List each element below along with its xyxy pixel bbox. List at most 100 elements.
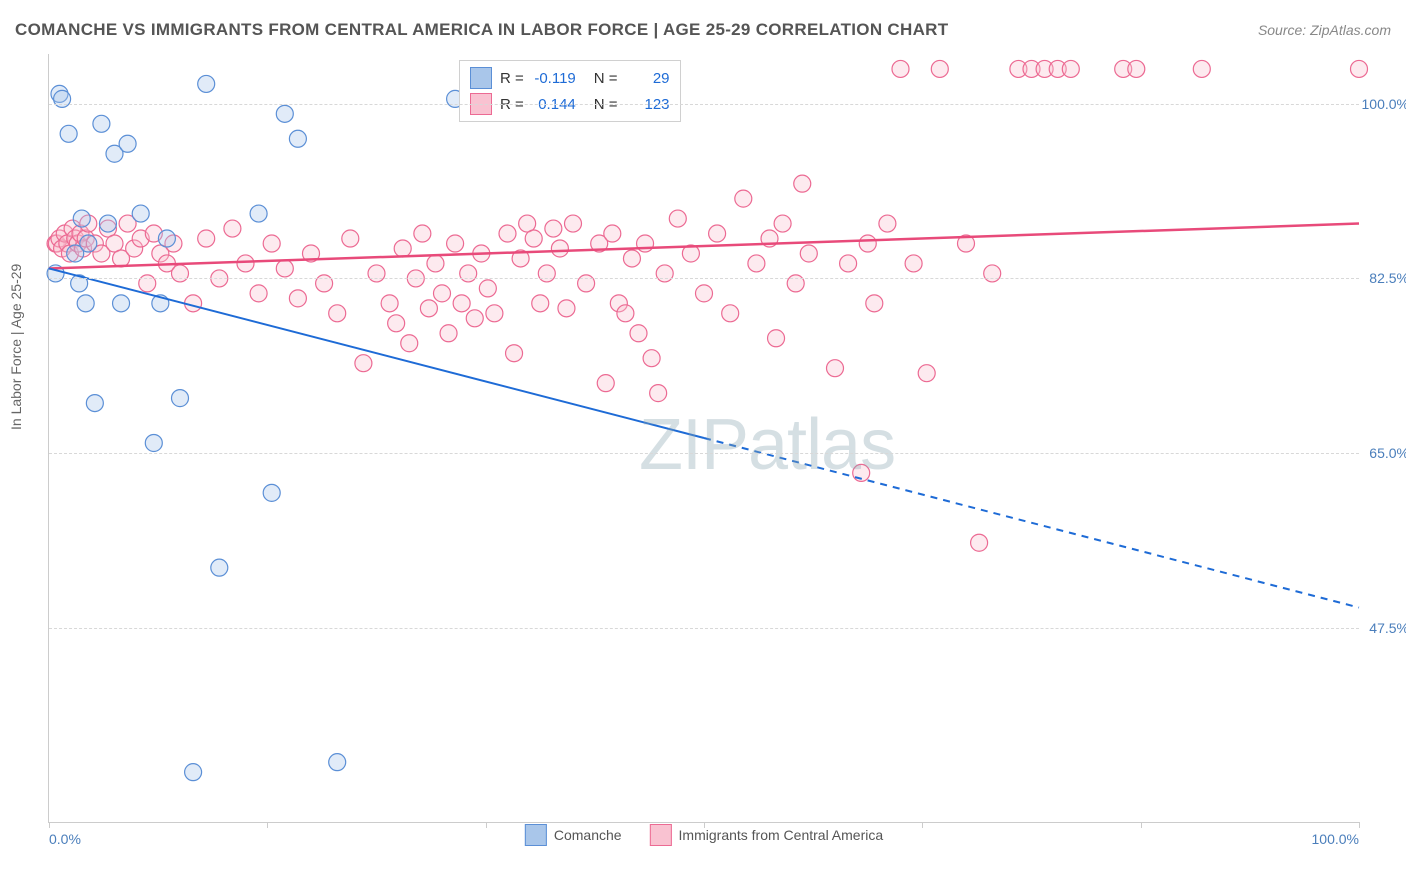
- gridline-h: [49, 453, 1359, 454]
- trendline-series-0-dashed: [704, 438, 1359, 608]
- data-point: [224, 220, 241, 237]
- data-point: [859, 235, 876, 252]
- data-point: [735, 190, 752, 207]
- data-point: [1128, 60, 1145, 77]
- y-axis-label: In Labor Force | Age 25-29: [8, 264, 24, 430]
- data-point: [77, 295, 94, 312]
- x-tick-label: 100.0%: [1312, 831, 1359, 847]
- data-point: [414, 225, 431, 242]
- data-point: [60, 125, 77, 142]
- gridline-h: [49, 278, 1359, 279]
- source-label: Source:: [1258, 22, 1310, 38]
- data-point: [329, 305, 346, 322]
- data-point: [211, 559, 228, 576]
- data-point: [551, 240, 568, 257]
- r-value-0: -0.119: [532, 70, 576, 87]
- x-tick: [267, 822, 268, 828]
- data-point: [132, 205, 149, 222]
- data-point: [866, 295, 883, 312]
- correlation-legend: R = -0.119 N = 29 R = 0.144 N = 123: [459, 60, 681, 122]
- data-point: [768, 330, 785, 347]
- plot-svg: [49, 54, 1359, 822]
- data-point: [1062, 60, 1079, 77]
- y-tick-label: 65.0%: [1369, 445, 1406, 461]
- data-point: [532, 295, 549, 312]
- x-tick: [704, 822, 705, 828]
- data-point: [355, 355, 372, 372]
- data-point: [905, 255, 922, 272]
- data-point: [525, 230, 542, 247]
- data-point: [86, 395, 103, 412]
- x-tick: [1141, 822, 1142, 828]
- source-attribution: Source: ZipAtlas.com: [1258, 22, 1391, 38]
- gridline-h: [49, 628, 1359, 629]
- x-tick: [486, 822, 487, 828]
- data-point: [617, 305, 634, 322]
- data-point: [99, 215, 116, 232]
- data-point: [289, 290, 306, 307]
- data-point: [172, 390, 189, 407]
- source-name: ZipAtlas.com: [1310, 22, 1391, 38]
- data-point: [623, 250, 640, 267]
- x-tick: [49, 822, 50, 828]
- data-point: [394, 240, 411, 257]
- data-point: [545, 220, 562, 237]
- y-tick-label: 82.5%: [1369, 270, 1406, 286]
- chart-area: ZIPatlas R = -0.119 N = 29 R = 0.144 N =…: [48, 54, 1359, 823]
- data-point: [263, 235, 280, 252]
- data-point: [93, 115, 110, 132]
- data-point: [145, 434, 162, 451]
- data-point: [630, 325, 647, 342]
- data-point: [250, 285, 267, 302]
- data-point: [185, 764, 202, 781]
- data-point: [440, 325, 457, 342]
- data-point: [466, 310, 483, 327]
- legend-row-series-0: R = -0.119 N = 29: [470, 65, 670, 91]
- r-label-0: R =: [500, 70, 524, 87]
- data-point: [289, 130, 306, 147]
- data-point: [276, 260, 293, 277]
- data-point: [198, 75, 215, 92]
- data-point: [119, 135, 136, 152]
- data-point: [342, 230, 359, 247]
- y-tick-label: 100.0%: [1362, 96, 1406, 112]
- data-point: [918, 365, 935, 382]
- x-tick: [922, 822, 923, 828]
- data-point: [709, 225, 726, 242]
- data-point: [931, 60, 948, 77]
- legend-item-series-0: Comanche: [525, 824, 622, 846]
- gridline-h: [49, 104, 1359, 105]
- data-point: [892, 60, 909, 77]
- trendline-series-0-solid: [49, 268, 704, 438]
- data-point: [650, 385, 667, 402]
- legend-swatch-0: [525, 824, 547, 846]
- legend-item-series-1: Immigrants from Central America: [650, 824, 884, 846]
- chart-title: COMANCHE VS IMMIGRANTS FROM CENTRAL AMER…: [15, 20, 948, 40]
- data-point: [1193, 60, 1210, 77]
- data-point: [329, 754, 346, 771]
- data-point: [597, 375, 614, 392]
- x-tick-label: 0.0%: [49, 831, 81, 847]
- data-point: [237, 255, 254, 272]
- swatch-series-0: [470, 67, 492, 89]
- data-point: [401, 335, 418, 352]
- data-point: [643, 350, 660, 367]
- data-point: [73, 210, 90, 227]
- title-bar: COMANCHE VS IMMIGRANTS FROM CENTRAL AMER…: [15, 20, 1391, 40]
- data-point: [381, 295, 398, 312]
- data-point: [1351, 60, 1368, 77]
- data-point: [276, 105, 293, 122]
- data-point: [250, 205, 267, 222]
- legend-label-0: Comanche: [554, 827, 622, 843]
- data-point: [827, 360, 844, 377]
- data-point: [158, 230, 175, 247]
- data-point: [800, 245, 817, 262]
- data-point: [420, 300, 437, 317]
- data-point: [506, 345, 523, 362]
- legend-label-1: Immigrants from Central America: [679, 827, 884, 843]
- data-point: [840, 255, 857, 272]
- data-point: [453, 295, 470, 312]
- data-point: [748, 255, 765, 272]
- data-point: [971, 534, 988, 551]
- data-point: [388, 315, 405, 332]
